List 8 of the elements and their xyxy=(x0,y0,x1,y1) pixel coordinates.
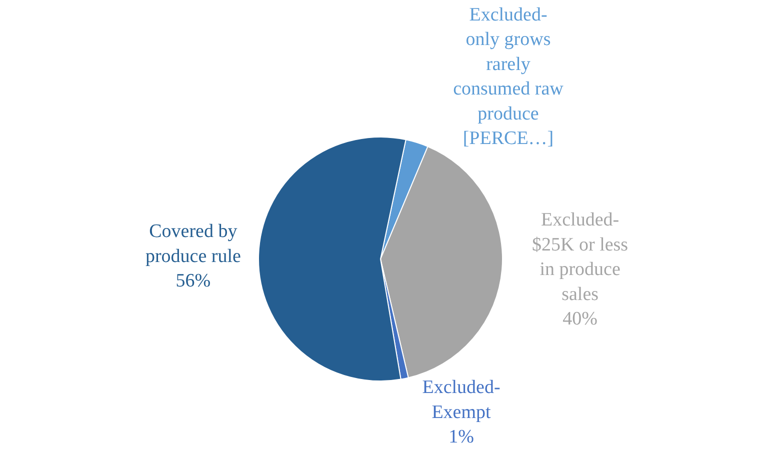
slice-label: Covered by produce rule xyxy=(145,221,241,267)
slice-label: Excluded-only grows rarely consumed raw produce xyxy=(453,4,564,124)
data-label: 40% xyxy=(562,308,598,330)
data-label: 56% xyxy=(176,270,211,292)
slice-label: Excluded-Exempt xyxy=(422,377,500,423)
data-label: 1% xyxy=(448,426,474,448)
data-label: [PERCE…] xyxy=(462,128,554,150)
slice-label: Excluded-$25K or less in produce sales xyxy=(532,210,628,305)
